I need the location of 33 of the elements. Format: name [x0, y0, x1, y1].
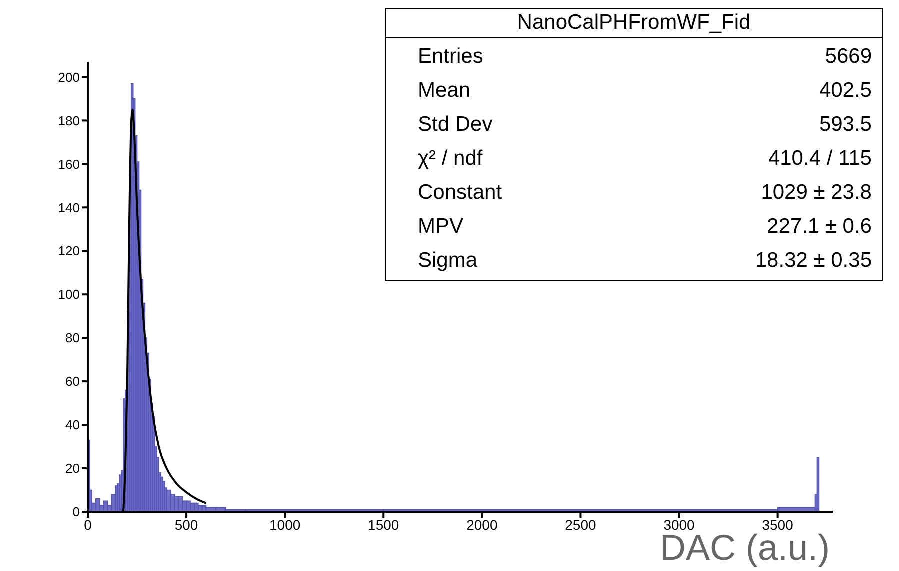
annotation: Sigma	[418, 248, 478, 274]
annotation: 5669	[825, 44, 872, 70]
annotation: 410.4 / 115	[768, 146, 872, 172]
annotation: Std Dev	[418, 112, 493, 138]
x-tick-label: 3500	[762, 516, 794, 533]
annotation: MPV	[418, 214, 464, 240]
y-tick-label: 200	[58, 70, 80, 85]
annotation: 18.32 ± 0.35	[755, 248, 872, 274]
y-tick-label: 60	[66, 374, 80, 390]
x-tick-label: 2500	[565, 516, 597, 533]
x-tick-label: 1500	[368, 516, 400, 533]
annotation: Entries	[418, 44, 484, 70]
x-tick-label: 2000	[466, 516, 498, 533]
x-tick-label: 500	[174, 516, 198, 533]
x-tick-label: 0	[84, 516, 92, 533]
annotation: 402.5	[819, 78, 872, 104]
y-tick-label: 40	[66, 418, 80, 433]
y-tick-label: 140	[58, 200, 80, 216]
annotation: Constant	[418, 180, 502, 206]
annotation: 227.1 ± 0.6	[767, 214, 872, 240]
annotation: Mean	[418, 78, 471, 104]
x-tick-label: 1000	[270, 516, 301, 533]
y-tick-label: 80	[66, 330, 80, 346]
annotation: χ² / ndf	[418, 146, 483, 172]
annotation: 1029 ± 23.8	[761, 180, 872, 206]
y-tick-label: 160	[58, 156, 80, 172]
y-tick-label: 180	[58, 113, 80, 128]
annotation: 593.5	[819, 112, 872, 138]
y-tick-label: 100	[58, 287, 80, 302]
y-tick-label: 20	[66, 461, 80, 476]
y-tick-label: 0	[72, 504, 80, 520]
y-tick-label: 120	[58, 244, 80, 259]
chart-title: NanoCalPHFromWF_Fid	[386, 9, 882, 38]
